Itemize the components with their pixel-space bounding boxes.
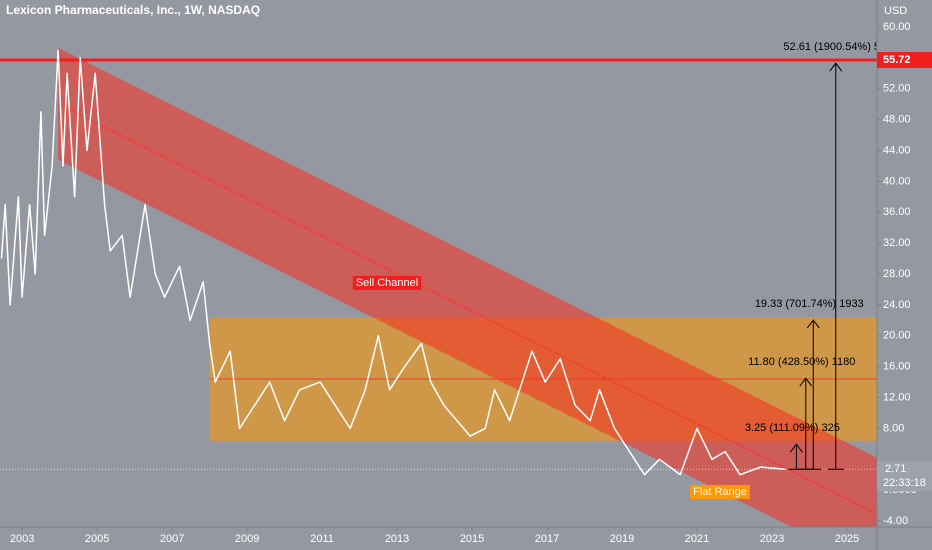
x-tick-label: 2013 — [385, 533, 409, 545]
y-tick-label: 60.00 — [883, 21, 911, 33]
measure-label: 11.80 (428.50%) 1180 — [748, 356, 855, 368]
measure-label: 19.33 (701.74%) 1933 — [755, 298, 864, 310]
y-tick-label: 20.00 — [883, 330, 911, 342]
measure-head — [799, 377, 813, 387]
countdown: 22:33:18 — [883, 477, 926, 489]
x-tick-label: 2021 — [685, 533, 709, 545]
y-tick-label: 24.00 — [883, 299, 911, 311]
sell-channel — [58, 47, 877, 527]
y-tick-label: 16.00 — [883, 361, 911, 373]
x-tick-label: 2003 — [10, 533, 34, 545]
x-tick-label: 2009 — [235, 533, 259, 545]
measure-head — [829, 62, 843, 72]
y-tick-label: 28.00 — [883, 268, 911, 280]
y-tick-label: 36.00 — [883, 206, 911, 218]
x-tick-label: 2011 — [310, 533, 334, 545]
price-line — [0, 49, 786, 476]
level-tag — [877, 52, 932, 69]
y-tick-label: -4.00 — [883, 515, 908, 527]
y-tick-label: 8.00 — [883, 422, 904, 434]
y-tick-label: 12.00 — [883, 391, 911, 403]
chart-title: Lexicon Pharmaceuticals, Inc., 1W, NASDA… — [6, 3, 260, 17]
x-tick-label: 2025 — [835, 533, 859, 545]
x-tick-label: 2017 — [535, 533, 559, 545]
channel-midline — [57, 103, 877, 515]
y-tick-label: 48.00 — [883, 114, 911, 126]
x-tick-label: 2019 — [610, 533, 634, 545]
channel-label: Sell Channel — [356, 277, 418, 289]
measure-label: 52.61 (1900.54%) 5 — [783, 41, 880, 53]
level-tag-text: 55.72 — [883, 54, 911, 66]
currency-label: USD — [884, 5, 907, 17]
price-tag-text: 2.71 — [885, 463, 906, 475]
measure-head — [806, 319, 820, 329]
range-label-box — [690, 484, 750, 499]
measure-label: 3.25 (111.09%) 325 — [745, 422, 840, 434]
y-tick-label: 32.00 — [883, 237, 911, 249]
y-tick-label: 52.00 — [883, 83, 911, 95]
y-tick-label: 40.00 — [883, 175, 911, 187]
y-tick-label: 44.00 — [883, 144, 911, 156]
x-tick-label: 2007 — [160, 533, 184, 545]
x-tick-label: 2005 — [85, 533, 109, 545]
range-label: Flat Range — [693, 486, 747, 498]
price-tag — [877, 461, 932, 492]
x-tick-label: 2023 — [760, 533, 784, 545]
plot-area: 3.25 (111.09%) 325 11.80 (428.50%) 1180 19… — [0, 41, 880, 527]
channel-label-box — [352, 275, 422, 290]
x-tick-label: 2015 — [460, 533, 484, 545]
measure-head — [789, 443, 803, 453]
